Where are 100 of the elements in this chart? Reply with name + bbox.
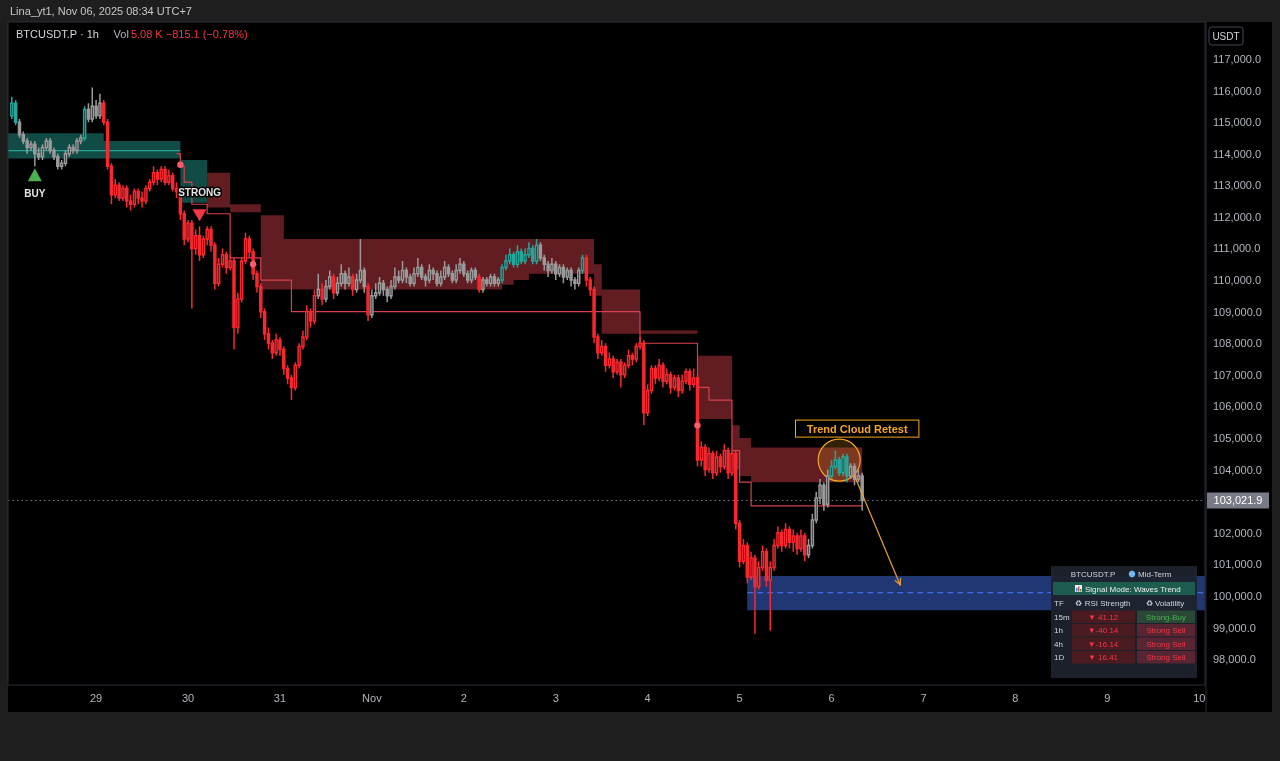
candlestick: [136, 187, 140, 205]
candlestick: [159, 165, 163, 183]
candlestick: [469, 266, 474, 284]
candlestick: [400, 260, 405, 284]
x-tick-label: 3: [552, 692, 559, 704]
y-tick-label: 117,000.0: [1213, 52, 1262, 65]
candlestick: [190, 219, 194, 310]
x-tick-label: 5: [736, 692, 743, 704]
candlestick: [427, 263, 432, 284]
annotation: ♻ Volatility: [1145, 599, 1185, 608]
x-tick-label: 31: [273, 692, 287, 704]
x-tick-label: 7: [920, 692, 927, 704]
y-tick-label: 113,000.0: [1213, 179, 1262, 192]
candlestick: [377, 276, 382, 297]
candlestick: [603, 342, 608, 373]
annotation: TF: [1054, 599, 1064, 608]
candlestick: [726, 446, 730, 480]
point: [694, 422, 701, 429]
point: [249, 261, 257, 268]
candlestick: [611, 355, 615, 379]
candlestick: [554, 260, 558, 281]
candlestick: [33, 140, 37, 168]
candlestick: [668, 370, 673, 395]
annotation: ▼ 41.12: [1087, 612, 1119, 622]
candlestick: [13, 99, 18, 127]
y-tick-label: 101,000.0: [1213, 558, 1262, 571]
candlestick: [661, 361, 665, 389]
candlestick: [619, 358, 623, 389]
y-tick-label: 112,000.0: [1213, 210, 1262, 223]
x-tick-label: 30: [181, 692, 195, 704]
x-tick-label: 2: [460, 692, 467, 704]
candlestick: [569, 266, 573, 288]
candlestick: [515, 244, 520, 269]
candlestick: [488, 272, 493, 288]
candlestick: [331, 272, 336, 300]
candlestick: [795, 532, 799, 556]
candlestick: [75, 137, 79, 155]
y-tick-label: 114,000.0: [1213, 147, 1262, 160]
candlestick: [791, 528, 795, 553]
y-tick-label: 102,000.0: [1213, 526, 1262, 539]
y-tick-label: 105,000.0: [1213, 431, 1262, 444]
x-tick-label: 9: [1104, 692, 1111, 704]
candlestick: [860, 471, 864, 512]
candlestick: [714, 449, 719, 477]
candlestick: [711, 449, 715, 480]
annotation: Strong Sell: [1146, 639, 1186, 649]
y-tick-label: 115,000.0: [1213, 116, 1262, 129]
candlestick: [519, 247, 524, 266]
x-tick-label: 29: [89, 692, 103, 704]
y-tick-label: 111,000.0: [1213, 242, 1261, 255]
x-tick-label: Nov: [362, 692, 383, 704]
annotation: Strong Sell: [1146, 653, 1186, 662]
candlestick: [783, 522, 788, 550]
candlestick: [117, 181, 121, 202]
x-tick-label: 8: [1012, 692, 1019, 704]
annotation: ▼ 16.41: [1087, 653, 1119, 662]
x-tick-label: 6: [828, 692, 835, 704]
y-tick-label: 108,000.0: [1213, 337, 1262, 350]
point: [177, 161, 184, 168]
candlestick: [232, 257, 236, 351]
y-axis-title: USDT: [1212, 31, 1240, 42]
candlestick: [155, 168, 160, 187]
candlestick: [845, 453, 849, 483]
candlestick: [642, 339, 646, 427]
y-tick-label: 106,000.0: [1213, 400, 1262, 413]
candlestick: [224, 250, 229, 275]
annotation: 1D: [1054, 653, 1065, 662]
y-tick-label: 110,000.0: [1213, 274, 1262, 287]
candlestick: [125, 184, 129, 209]
annotation: Vol 5.08 K −815.1 (−0.78%): [113, 28, 248, 40]
candlestick: [753, 554, 757, 635]
annotation: 15m: [1054, 612, 1070, 622]
candlestick: [350, 272, 355, 297]
candlestick: [473, 266, 478, 281]
annotation: 4h: [1054, 639, 1063, 649]
y-tick-label: 116,000.0: [1213, 84, 1262, 97]
annotation: ♻ RSI Strength: [1075, 599, 1131, 608]
annotation: Signal Mode: Waves Trend: [1085, 584, 1181, 594]
candlestick: [688, 367, 692, 392]
ref-line-label: 103,021.9: [1213, 494, 1263, 507]
candlestick: [132, 187, 137, 209]
candlestick: [703, 443, 707, 477]
candlestick: [787, 525, 792, 550]
annotation: ▼-40.14: [1087, 626, 1119, 635]
annotation: ▼-16.14: [1087, 639, 1119, 649]
candlestick: [320, 282, 324, 307]
y-tick-label: 107,000.0: [1213, 368, 1262, 381]
candlestick: [477, 272, 481, 294]
annotation: 1h: [1054, 626, 1063, 635]
y-tick-label: 100,000.0: [1213, 589, 1262, 602]
text: BTCUSDT.P: [1070, 570, 1116, 579]
candlestick: [163, 165, 167, 187]
candlestick: [561, 263, 566, 284]
annotation: Strong-Buy: [1145, 612, 1187, 622]
x-tick-label: 10: [1193, 692, 1206, 704]
candlestick: [435, 269, 439, 288]
candlestick: [534, 238, 539, 266]
y-tick-label: 98,000.0: [1213, 653, 1256, 666]
text: Mid-Term: [1138, 570, 1172, 579]
candlestick: [197, 225, 202, 262]
